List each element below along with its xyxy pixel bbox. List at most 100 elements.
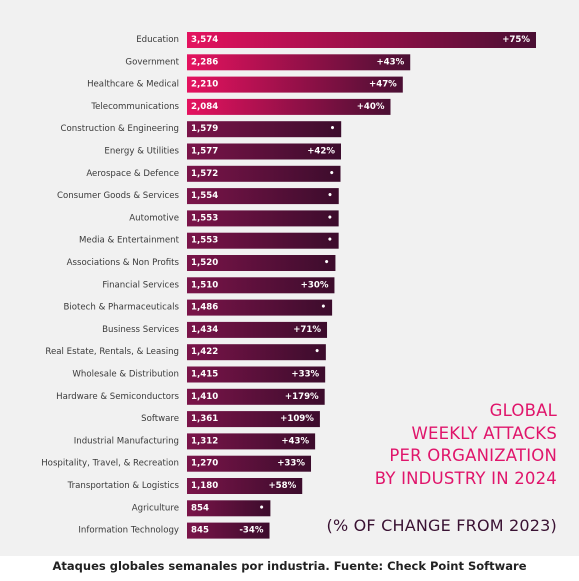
bar [187, 388, 325, 405]
value-label: 1,553 [191, 213, 218, 223]
value-label: 1,572 [191, 169, 218, 179]
category-label: Industrial Manufacturing [74, 436, 179, 446]
bar [187, 188, 339, 205]
category-label: Biotech & Pharmaceuticals [63, 303, 179, 313]
figure-caption: Ataques globales semanales por industria… [52, 559, 527, 573]
chart-title: GLOBAL WEEKLY ATTACKS PER ORGANIZATION B… [375, 400, 557, 490]
value-label: 1,270 [191, 459, 218, 469]
value-label: 1,422 [191, 347, 218, 357]
bar [187, 121, 342, 138]
bar [187, 210, 339, 227]
value-label: 1,410 [191, 392, 218, 402]
chart-title-line: BY INDUSTRY IN 2024 [374, 468, 557, 488]
change-label: • [329, 169, 335, 179]
bar [187, 232, 339, 249]
bar [187, 32, 536, 48]
change-label: • [327, 191, 333, 201]
change-label: • [314, 347, 320, 357]
category-label: Real Estate, Rentals, & Leasing [45, 347, 179, 357]
value-label: 2,210 [191, 80, 218, 90]
bar [187, 522, 270, 539]
change-label: +33% [277, 459, 305, 469]
value-label: 1,486 [191, 303, 218, 313]
value-label: 1,579 [191, 124, 218, 134]
bar [187, 98, 391, 115]
category-label: Government [125, 57, 179, 67]
chart-panel: Education 3,574 +75% Government 2,286 +43% Hea… [0, 0, 579, 556]
value-label: 3,574 [191, 35, 218, 45]
bar [187, 76, 403, 93]
value-label: 1,554 [191, 191, 218, 201]
value-label: 1,180 [191, 481, 218, 491]
category-label: Aerospace & Defence [86, 169, 179, 179]
change-label: • [327, 213, 333, 223]
category-label: Hardware & Semiconductors [56, 392, 179, 402]
bar-chart: Education 3,574 +75% Government 2,286 +43% Hea… [41, 32, 536, 539]
change-label: +42% [307, 147, 335, 157]
change-label: +179% [285, 392, 319, 402]
change-label: +58% [268, 481, 296, 491]
category-label: Information Technology [78, 526, 179, 536]
bar [187, 255, 336, 271]
chart-title-line: WEEKLY ATTACKS [411, 423, 557, 443]
value-label: 854 [191, 503, 209, 513]
category-label: Energy & Utilities [104, 147, 179, 157]
bar [187, 143, 341, 160]
bar [187, 478, 303, 494]
category-label: Healthcare & Medical [87, 80, 179, 90]
bar [187, 344, 326, 361]
change-label: +109% [280, 414, 314, 424]
change-label: • [324, 258, 330, 268]
change-label: • [330, 124, 336, 134]
bar [187, 455, 312, 472]
change-label: +30% [301, 280, 329, 290]
change-label: +71% [293, 325, 321, 335]
value-label: 1,520 [191, 258, 218, 268]
value-label: 1,510 [191, 280, 218, 290]
category-label: Wholesale & Distribution [72, 370, 179, 380]
value-label: 845 [191, 526, 209, 536]
category-label: Hospitality, Travel, & Recreation [41, 459, 179, 469]
change-label: +43% [281, 436, 309, 446]
value-label: 1,434 [191, 325, 218, 335]
change-label: +43% [376, 57, 404, 67]
category-label: Associations & Non Profits [67, 258, 180, 268]
change-label: +47% [369, 80, 397, 90]
bar [187, 321, 328, 338]
value-label: 1,577 [191, 147, 218, 157]
bar [187, 54, 411, 71]
bar [187, 433, 316, 450]
value-label: 2,286 [191, 57, 218, 67]
bar [187, 277, 335, 294]
category-label: Agriculture [132, 503, 179, 513]
change-label: • [327, 236, 333, 246]
chart-title-line: GLOBAL [489, 401, 557, 420]
value-label: 1,361 [191, 414, 218, 424]
category-label: Telecommunications [90, 102, 179, 112]
bar [187, 299, 333, 316]
category-label: Consumer Goods & Services [57, 191, 180, 201]
category-label: Construction & Engineering [61, 124, 179, 134]
category-label: Software [141, 414, 179, 424]
chart-title-line: PER ORGANIZATION [389, 446, 557, 465]
category-label: Automotive [129, 213, 179, 223]
change-label: • [259, 503, 265, 513]
change-label: • [321, 303, 327, 313]
bar [187, 500, 271, 517]
bar [187, 366, 326, 383]
value-label: 1,312 [191, 436, 218, 446]
bar [187, 165, 341, 182]
change-label: +33% [291, 370, 319, 380]
value-label: 1,553 [191, 236, 218, 246]
value-label: 2,084 [191, 102, 218, 112]
category-label: Education [136, 35, 179, 45]
value-label: 1,415 [191, 370, 218, 380]
change-label: +75% [502, 35, 530, 45]
change-label: -34% [239, 526, 264, 536]
bar [187, 411, 320, 428]
category-label: Media & Entertainment [79, 236, 180, 246]
category-label: Financial Services [102, 280, 179, 290]
change-label: +40% [357, 102, 385, 112]
category-label: Business Services [102, 325, 179, 335]
chart-subtitle: (% OF CHANGE FROM 2023) [326, 516, 557, 535]
